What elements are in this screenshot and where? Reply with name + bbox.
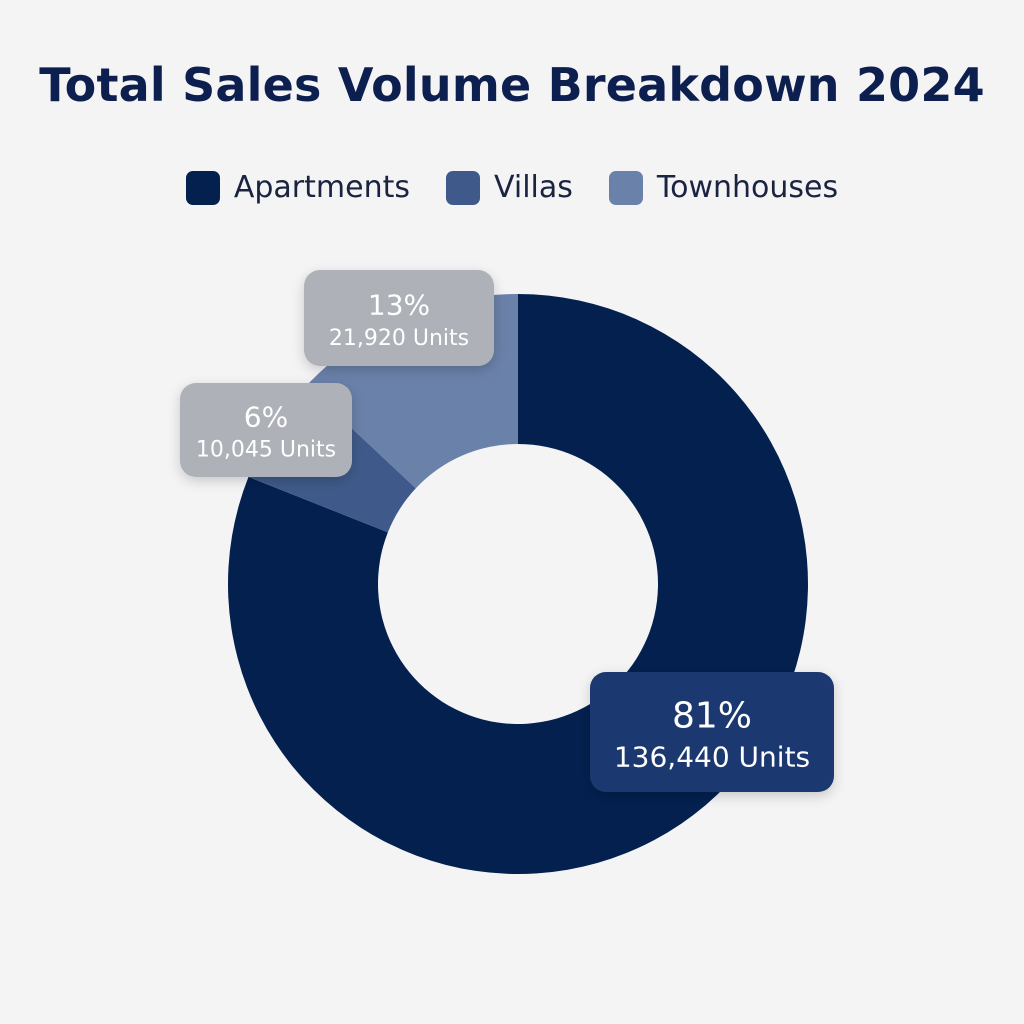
data-label-percent-apartments: 81% [672,696,752,737]
legend-item-villas: Villas [446,170,573,205]
legend-item-apartments: Apartments [185,170,410,205]
legend-swatch-villas [446,170,480,205]
data-label-townhouses: 13% 21,920 Units [304,270,494,366]
data-label-box-townhouses [304,270,494,366]
data-label-value-villas: 10,045 Units [196,438,336,463]
legend-label-apartments: Apartments [233,170,410,205]
data-label-percent-villas: 6% [244,401,288,434]
chart-title: Total Sales Volume Breakdown 2024 [39,58,985,112]
legend-item-townhouses: Townhouses [608,170,839,205]
data-labels: 81%136,440 Units 6% 10,045 Units 13% 21,920 … [180,270,834,792]
data-label-value-apartments: 136,440 Units [614,740,810,773]
data-label-box-villas [180,383,352,477]
legend-label-villas: Villas [494,170,573,205]
chart-legend: Apartments Villas Townhouses [0,170,1024,205]
legend-swatch-townhouses [608,170,643,205]
data-label-value-townhouses: 21,920 Units [329,326,469,351]
legend-label-townhouses: Townhouses [656,170,839,205]
legend-swatch-apartments [185,170,220,205]
data-label-apartments: 81%136,440 Units [590,672,834,792]
data-label-villas: 6% 10,045 Units [180,383,352,477]
data-label-percent-townhouses: 13% [368,288,430,321]
data-label-box-apartments [590,672,834,792]
